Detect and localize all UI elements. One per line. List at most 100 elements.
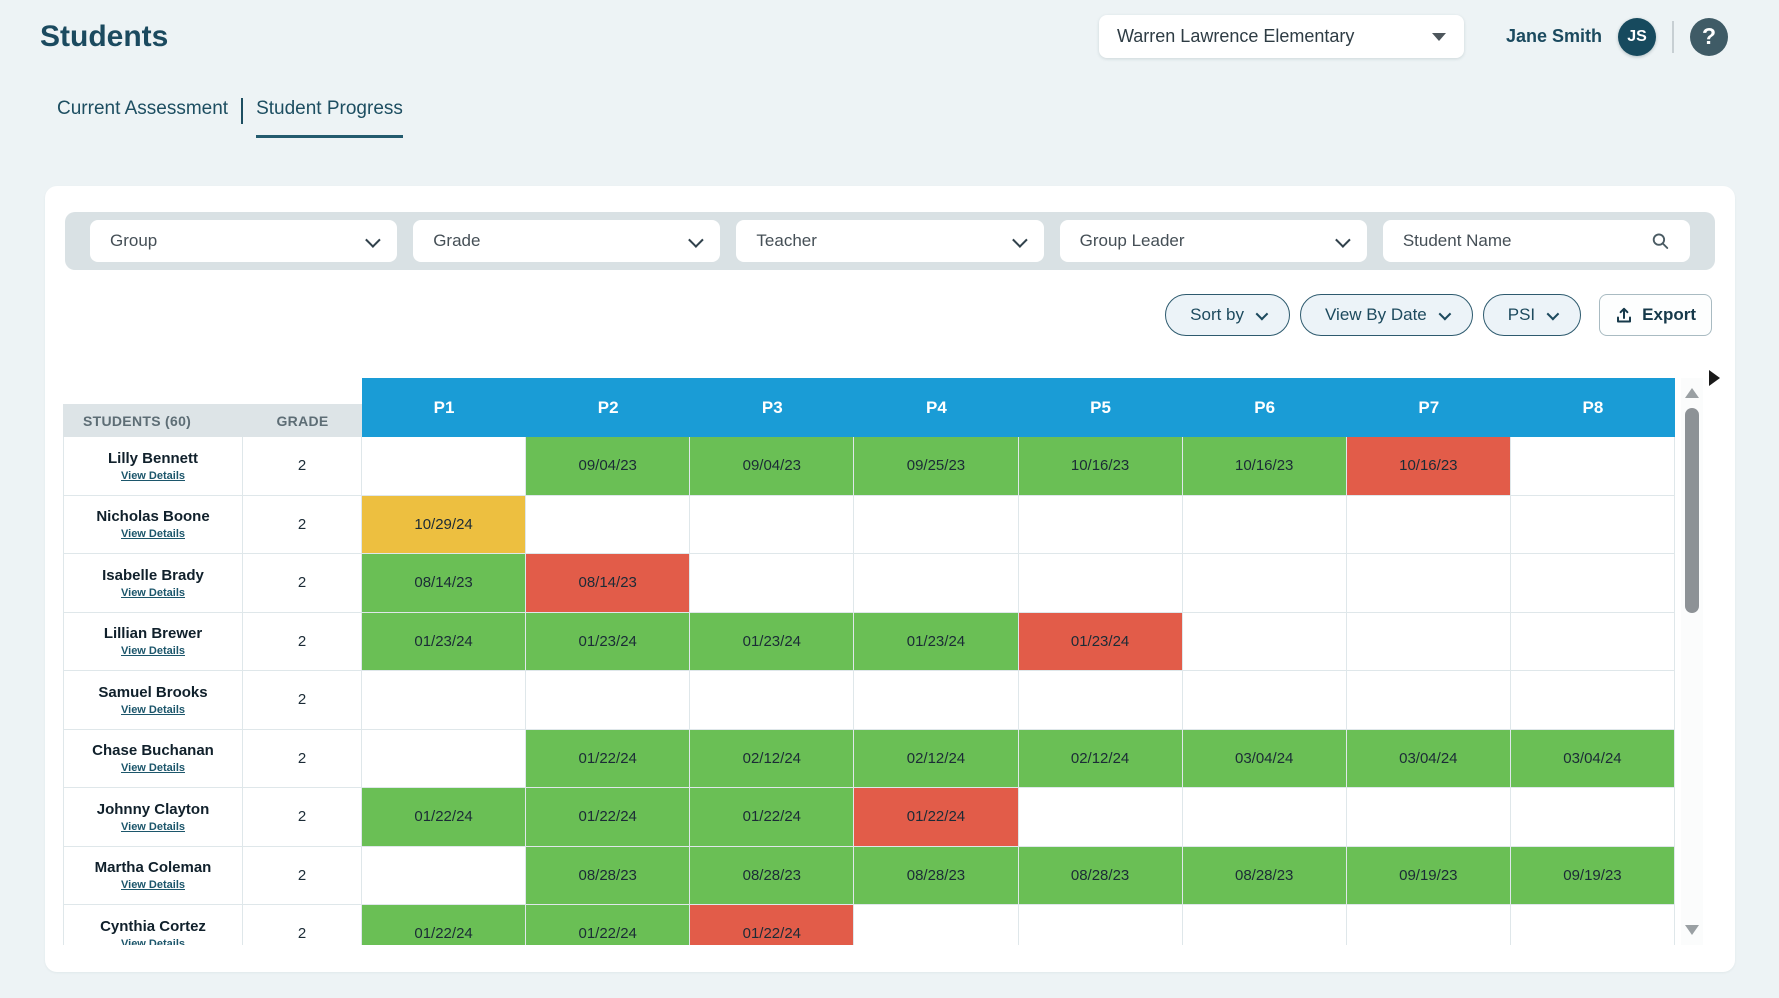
period-cell	[526, 671, 691, 730]
group-filter-dropdown[interactable]: Group	[90, 220, 398, 262]
period-cell	[1018, 495, 1183, 554]
period-cell	[1182, 788, 1347, 847]
period-cell	[1018, 554, 1183, 613]
period-cell	[690, 671, 855, 730]
period-cell: 01/22/24	[690, 788, 855, 847]
filter-bar: Group Grade Teacher Group Leader	[65, 212, 1715, 270]
student-name: Cynthia Cortez	[100, 917, 206, 935]
table-rows: Lilly Bennett View Details 2 09/04/23 09/…	[63, 437, 1675, 945]
student-cell: Chase Buchanan View Details	[63, 729, 243, 788]
period-cell	[1510, 671, 1675, 730]
table-row: Johnny Clayton View Details 2 01/22/24 01…	[63, 788, 1675, 847]
period-cell: 01/23/24	[1018, 612, 1183, 671]
period-cell	[690, 554, 855, 613]
group-filter-label: Group	[110, 231, 158, 250]
teacher-filter-label: Teacher	[756, 231, 817, 250]
period-cell: 01/23/24	[526, 612, 691, 671]
caret-down-icon	[1431, 32, 1446, 41]
view-details-link[interactable]: View Details	[121, 586, 185, 599]
student-cell: Nicholas Boone View Details	[63, 495, 243, 554]
view-details-link[interactable]: View Details	[121, 469, 185, 482]
view-details-link[interactable]: View Details	[121, 937, 185, 945]
period-cell: 08/28/23	[1182, 846, 1347, 905]
period-cell	[1510, 905, 1675, 945]
content-card: Group Grade Teacher Group Leader Sort by	[45, 186, 1735, 972]
student-cell: Cynthia Cortez View Details	[63, 905, 243, 945]
grade-column-header: GRADE	[276, 412, 329, 429]
scrollbar-thumb[interactable]	[1685, 408, 1699, 613]
period-cell: 08/14/23	[526, 554, 691, 613]
export-upload-icon	[1617, 307, 1632, 323]
period-cell: 08/28/23	[690, 846, 855, 905]
chevron-down-icon	[365, 231, 381, 248]
period-cell	[1182, 905, 1347, 945]
vertical-scrollbar[interactable]	[1681, 378, 1703, 945]
grade-cell: 2	[243, 729, 362, 788]
chevron-down-icon	[1255, 307, 1269, 320]
sort-by-label: Sort by	[1190, 305, 1245, 324]
tab-current-assessment[interactable]: Current Assessment	[57, 98, 229, 119]
student-name: Nicholas Boone	[96, 508, 210, 526]
tab-divider	[241, 98, 244, 124]
student-cell: Isabelle Brady View Details	[63, 554, 243, 613]
scroll-up-icon[interactable]	[1685, 388, 1699, 398]
period-cell: 01/22/24	[362, 788, 527, 847]
grade-cell: 2	[243, 495, 362, 554]
group-leader-filter-dropdown[interactable]: Group Leader	[1059, 220, 1367, 262]
table-row: Lilly Bennett View Details 2 09/04/23 09/…	[63, 437, 1675, 496]
grade-cell: 2	[243, 612, 362, 671]
period-cell	[854, 554, 1019, 613]
period-cell: 08/14/23	[362, 554, 527, 613]
view-details-link[interactable]: View Details	[121, 879, 185, 892]
view-details-link[interactable]: View Details	[121, 528, 185, 541]
help-button[interactable]: ?	[1690, 17, 1728, 56]
period-cell	[854, 495, 1019, 554]
period-header-cell: P7	[1418, 397, 1440, 417]
tab-student-progress[interactable]: Student Progress	[256, 98, 403, 138]
grade-filter-dropdown[interactable]: Grade	[413, 220, 721, 262]
student-cell: Lilly Bennett View Details	[63, 437, 243, 496]
export-button[interactable]: Export	[1599, 294, 1712, 336]
period-cell: 01/22/24	[854, 788, 1019, 847]
period-header-row: P1 P2 P3 P4 P5 P6 P7 P8	[362, 378, 1675, 437]
view-by-date-dropdown[interactable]: View By Date	[1300, 294, 1473, 336]
chevron-down-icon	[1011, 231, 1028, 248]
student-name: Chase Buchanan	[92, 742, 214, 760]
scroll-down-icon[interactable]	[1685, 925, 1699, 935]
period-cell: 02/12/24	[854, 729, 1019, 788]
period-cell	[1182, 495, 1347, 554]
table-row: Cynthia Cortez View Details 2 01/22/24 01…	[63, 905, 1675, 945]
psi-dropdown[interactable]: PSI	[1482, 294, 1582, 336]
scroll-right-icon[interactable]	[1709, 370, 1720, 386]
sort-by-dropdown[interactable]: Sort by	[1165, 294, 1291, 336]
period-header-cell: P3	[761, 397, 783, 417]
chevron-down-icon	[1546, 307, 1560, 320]
page-title: Students	[40, 20, 169, 53]
table-row: Isabelle Brady View Details 2 08/14/23 08…	[63, 554, 1675, 613]
period-header-cell: P4	[926, 397, 947, 417]
period-cell	[1018, 905, 1183, 945]
student-name: Martha Coleman	[94, 859, 212, 877]
table-row: Chase Buchanan View Details 2 01/22/24 02…	[63, 729, 1675, 788]
period-cell: 01/23/24	[854, 612, 1019, 671]
view-details-link[interactable]: View Details	[121, 762, 185, 775]
psi-label: PSI	[1507, 305, 1536, 324]
school-selector-value: Warren Lawrence Elementary	[1116, 26, 1355, 46]
table-row: Martha Coleman View Details 2 08/28/23 08…	[63, 846, 1675, 905]
table-row: Lillian Brewer View Details 2 01/23/24 01…	[63, 612, 1675, 671]
teacher-filter-dropdown[interactable]: Teacher	[736, 220, 1044, 262]
view-by-date-label: View By Date	[1325, 305, 1427, 324]
avatar[interactable]: JS	[1618, 17, 1656, 56]
grade-cell: 2	[243, 846, 362, 905]
period-cell	[1346, 495, 1511, 554]
view-details-link[interactable]: View Details	[121, 820, 185, 833]
period-cell: 10/29/24	[362, 495, 527, 554]
period-cell	[690, 495, 855, 554]
period-header-cell: P8	[1582, 397, 1604, 417]
period-cell	[1182, 554, 1347, 613]
school-selector[interactable]: Warren Lawrence Elementary	[1098, 15, 1464, 58]
view-details-link[interactable]: View Details	[121, 645, 185, 658]
student-name-search-input[interactable]	[1402, 231, 1652, 251]
view-details-link[interactable]: View Details	[121, 703, 185, 716]
chevron-down-icon	[1334, 231, 1351, 248]
